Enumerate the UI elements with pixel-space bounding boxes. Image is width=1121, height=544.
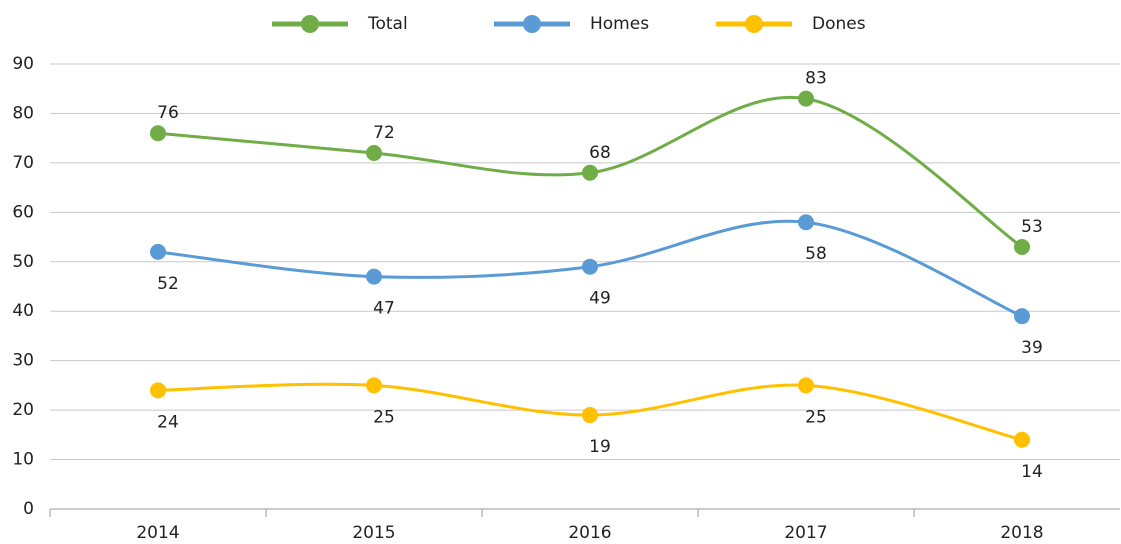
- x-tick-label: 2015: [352, 523, 395, 543]
- marker: [150, 382, 166, 399]
- marker: [1014, 238, 1030, 255]
- marker: [582, 258, 598, 275]
- data-label: 76: [157, 103, 179, 123]
- y-tick-label: 0: [23, 499, 34, 519]
- x-tick-label: 2016: [568, 523, 611, 543]
- legend-label: Homes: [590, 14, 649, 34]
- y-tick-label: 70: [12, 153, 34, 173]
- marker: [366, 145, 382, 161]
- y-tick-label: 50: [12, 252, 34, 272]
- data-label: 14: [1021, 462, 1043, 482]
- marker: [798, 214, 814, 231]
- marker: [366, 268, 382, 285]
- y-tick-label: 20: [12, 400, 34, 420]
- legend-label: Dones: [812, 14, 866, 34]
- y-tick-label: 40: [12, 301, 34, 321]
- marker: [582, 407, 598, 424]
- x-tick-label: 2014: [136, 523, 179, 543]
- marker: [366, 377, 382, 394]
- data-label: 58: [805, 244, 827, 264]
- data-label: 24: [157, 412, 179, 432]
- marker: [798, 377, 814, 394]
- marker: [1014, 308, 1030, 325]
- y-tick-label: 80: [12, 103, 34, 123]
- y-tick-label: 10: [12, 450, 34, 470]
- y-tick-label: 60: [12, 202, 34, 222]
- data-label: 68: [589, 143, 611, 163]
- data-label: 47: [373, 299, 395, 319]
- marker: [582, 164, 598, 181]
- legend-marker: [523, 15, 541, 33]
- legend-marker: [745, 15, 763, 33]
- data-label: 83: [805, 69, 827, 89]
- data-label: 53: [1021, 217, 1043, 237]
- legend-label: Total: [367, 14, 408, 34]
- x-tick-label: 2018: [1000, 523, 1043, 543]
- data-label: 19: [589, 437, 611, 457]
- data-label: 72: [373, 123, 395, 143]
- y-tick-label: 90: [12, 54, 34, 74]
- marker: [798, 90, 814, 107]
- y-tick-label: 30: [12, 351, 34, 371]
- marker: [1014, 431, 1030, 448]
- data-label: 49: [589, 289, 611, 309]
- data-label: 52: [157, 274, 179, 294]
- data-label: 39: [1021, 338, 1043, 358]
- marker: [150, 125, 166, 142]
- data-label: 25: [373, 407, 395, 427]
- marker: [150, 243, 166, 260]
- x-tick-label: 2017: [784, 523, 827, 543]
- data-label: 25: [805, 407, 827, 427]
- legend-marker: [301, 15, 319, 33]
